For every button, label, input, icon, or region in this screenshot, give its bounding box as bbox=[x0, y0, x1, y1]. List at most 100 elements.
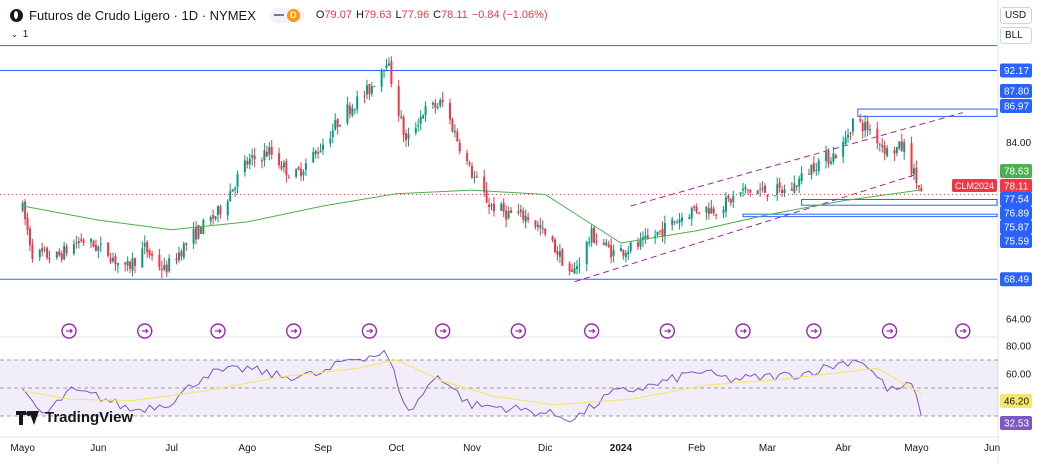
ohlc-readout: O79.07 H79.63 L77.96 C78.11 −0.84 (−1.06… bbox=[316, 9, 548, 21]
candle-body bbox=[705, 206, 708, 213]
candle-body bbox=[817, 160, 820, 172]
time-tick-label: Mar bbox=[759, 443, 777, 454]
candle-body bbox=[510, 210, 513, 213]
candle-body bbox=[212, 215, 215, 219]
candle-body bbox=[485, 190, 488, 203]
candle-body bbox=[439, 100, 442, 106]
candle-body bbox=[505, 210, 508, 220]
candle-body bbox=[370, 86, 373, 94]
currency-button[interactable]: USD bbox=[1000, 7, 1032, 24]
candle-body bbox=[827, 150, 830, 164]
candle-body bbox=[82, 240, 85, 243]
candle-body bbox=[695, 206, 698, 212]
candle-body bbox=[26, 218, 29, 231]
candle-body bbox=[624, 252, 627, 258]
candle-body bbox=[629, 242, 632, 252]
open-key: O bbox=[315, 9, 325, 21]
candle-body bbox=[160, 268, 163, 271]
candle-body bbox=[97, 246, 100, 251]
candle-body bbox=[94, 244, 97, 251]
candle-body bbox=[65, 246, 68, 254]
candle-body bbox=[556, 251, 559, 255]
price-tag-bg bbox=[1000, 99, 1032, 113]
candle-body bbox=[742, 188, 745, 191]
candle-body bbox=[575, 266, 578, 270]
candle-body bbox=[436, 106, 439, 108]
candle-body bbox=[287, 177, 290, 179]
candle-body bbox=[825, 152, 828, 161]
candle-body bbox=[912, 168, 915, 175]
moving-average-line bbox=[22, 189, 922, 244]
candle-body bbox=[456, 131, 459, 142]
candle-body bbox=[451, 119, 454, 132]
time-tick-label: Ago bbox=[238, 443, 256, 454]
rsi-tick-label: 80.00 bbox=[1006, 342, 1031, 353]
candle-body bbox=[490, 204, 493, 206]
price-tag-bg bbox=[1000, 63, 1032, 78]
candle-body bbox=[405, 133, 408, 141]
candle-body bbox=[390, 61, 393, 84]
candle-body bbox=[28, 228, 31, 246]
close-key: C bbox=[433, 9, 442, 21]
arrow-right-icon bbox=[290, 328, 298, 334]
candle-body bbox=[414, 127, 417, 133]
candle-body bbox=[21, 202, 24, 211]
candle-body bbox=[473, 176, 476, 178]
candles-group bbox=[21, 56, 923, 279]
candle-body bbox=[209, 217, 212, 222]
candle-body bbox=[234, 187, 237, 190]
candle-body bbox=[588, 242, 591, 244]
candle-body bbox=[363, 95, 366, 97]
time-tick-label: Abr bbox=[835, 443, 851, 454]
price-tag-label: 76.89 bbox=[1004, 209, 1029, 220]
candle-body bbox=[656, 231, 659, 236]
candle-body bbox=[590, 228, 593, 243]
price-tag-label: 92.17 bbox=[1004, 66, 1029, 77]
candle-body bbox=[131, 258, 134, 271]
high-value: 79.63 bbox=[363, 9, 392, 21]
candle-body bbox=[800, 173, 803, 181]
unit-button[interactable]: BLL bbox=[1000, 27, 1032, 44]
candle-body bbox=[58, 251, 61, 256]
candle-body bbox=[458, 142, 461, 152]
candle-body bbox=[502, 203, 505, 212]
candle-body bbox=[893, 150, 896, 154]
candle-body bbox=[864, 122, 867, 131]
candle-body bbox=[280, 165, 283, 169]
indicator-toggle-button[interactable]: ⌄ 1 bbox=[11, 28, 28, 41]
chevron-down-icon: ⌄ bbox=[11, 30, 18, 39]
time-tick-label: Jun bbox=[984, 443, 1000, 454]
candle-body bbox=[214, 216, 217, 219]
rsi-ma-tag-label: 46.20 bbox=[1004, 397, 1029, 408]
symbol-title[interactable]: Futuros de Crudo Ligero · 1D · NYMEX bbox=[29, 7, 256, 23]
candle-body bbox=[422, 115, 425, 119]
candle-body bbox=[641, 237, 644, 240]
candle-body bbox=[346, 104, 349, 124]
candle-body bbox=[903, 142, 906, 152]
candle-body bbox=[75, 242, 78, 244]
status-pill[interactable]: D bbox=[269, 7, 304, 23]
candle-body bbox=[219, 206, 222, 214]
tradingview-watermark[interactable]: TradingView bbox=[16, 409, 133, 426]
arrow-right-icon bbox=[215, 328, 222, 334]
candle-body bbox=[900, 141, 903, 151]
time-tick-label: Sep bbox=[314, 443, 332, 454]
minus-icon bbox=[273, 14, 284, 16]
candle-body bbox=[295, 169, 298, 177]
candle-body bbox=[278, 153, 281, 166]
candle-body bbox=[612, 250, 615, 256]
price-tag-bg bbox=[1000, 179, 1032, 193]
candle-body bbox=[365, 85, 368, 95]
rsi-ma-tag-bg bbox=[1000, 394, 1032, 408]
candle-body bbox=[270, 146, 273, 155]
candle-body bbox=[659, 230, 662, 232]
candle-body bbox=[680, 217, 683, 222]
delayed-badge: D bbox=[286, 8, 300, 22]
time-tick-label: Jul bbox=[165, 443, 178, 454]
level-box-2 bbox=[742, 213, 998, 218]
candle-body bbox=[60, 253, 63, 260]
candle-body bbox=[448, 102, 451, 120]
symbol-logo-icon bbox=[10, 8, 23, 22]
price-tag-bg bbox=[1000, 164, 1032, 178]
